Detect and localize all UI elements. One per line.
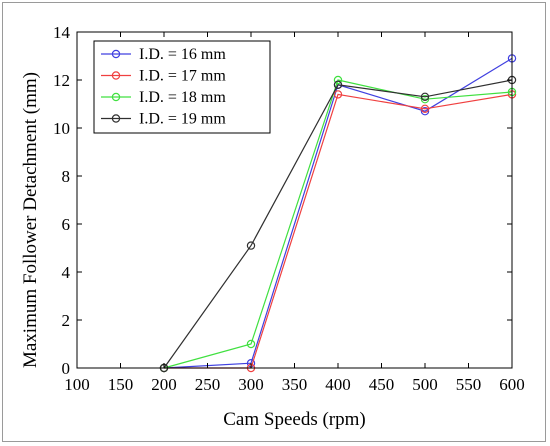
legend-item: I.D. = 19 mm	[101, 111, 226, 128]
data-point	[333, 80, 343, 90]
legend-item: I.D. = 18 mm	[101, 89, 226, 106]
series-layer	[159, 54, 517, 373]
x-tick-label: 150	[108, 375, 134, 394]
legend-item: I.D. = 17 mm	[101, 68, 226, 85]
legend-swatch-marker	[111, 92, 121, 102]
data-point	[333, 90, 343, 99]
legend-box	[93, 40, 271, 134]
data-point	[420, 92, 430, 102]
x-tick-label: 200	[151, 375, 177, 394]
x-tick-label: 500	[412, 375, 438, 394]
x-tick-label: 250	[195, 375, 221, 394]
legend-label: I.D. = 18 mm	[139, 89, 226, 106]
legend: I.D. = 16 mm I.D. = 17 mm I.D. = 18 mm I.D.…	[93, 40, 271, 134]
y-tick-label: 0	[62, 359, 71, 378]
y-tick-label: 14	[53, 23, 71, 42]
y-axis-label: Maximum Follower Detachment (mm)	[20, 72, 41, 368]
y-tick-label: 2	[62, 311, 71, 330]
series-line	[163, 79, 513, 369]
x-tick-label: 300	[238, 375, 264, 394]
x-tick-label: 350	[282, 375, 308, 394]
legend-label: I.D. = 19 mm	[139, 111, 226, 128]
x-tick-label: 550	[456, 375, 482, 394]
data-point	[420, 94, 430, 104]
legend-swatch-marker	[111, 49, 121, 59]
legend-item: I.D. = 16 mm	[101, 46, 226, 63]
x-tick-label: 100	[64, 375, 90, 394]
data-point	[246, 241, 256, 250]
legend-label: I.D. = 16 mm	[139, 46, 226, 63]
data-point	[246, 339, 256, 349]
y-tick-label: 10	[53, 119, 70, 138]
y-tick-label: 4	[62, 263, 71, 282]
y-tick-label: 12	[53, 71, 70, 90]
y-tick-label: 6	[62, 215, 71, 234]
series-line	[163, 79, 513, 369]
x-tick-label: 450	[369, 375, 395, 394]
x-tick-label: 600	[499, 375, 525, 394]
data-point	[420, 104, 430, 114]
legend-swatch-marker	[111, 71, 121, 80]
x-tick-label: 400	[325, 375, 351, 394]
axis-ticks: 100 150 200 250 300 350 400 450 500 550 600 0 2 4 6 8 10…	[53, 23, 525, 394]
data-point	[333, 75, 343, 85]
legend-label: I.D. = 17 mm	[139, 68, 226, 85]
x-axis-label: Cam Speeds (rpm)	[223, 409, 365, 430]
y-tick-label: 8	[62, 167, 71, 186]
legend-swatch-marker	[111, 114, 121, 123]
data-point	[420, 106, 430, 116]
